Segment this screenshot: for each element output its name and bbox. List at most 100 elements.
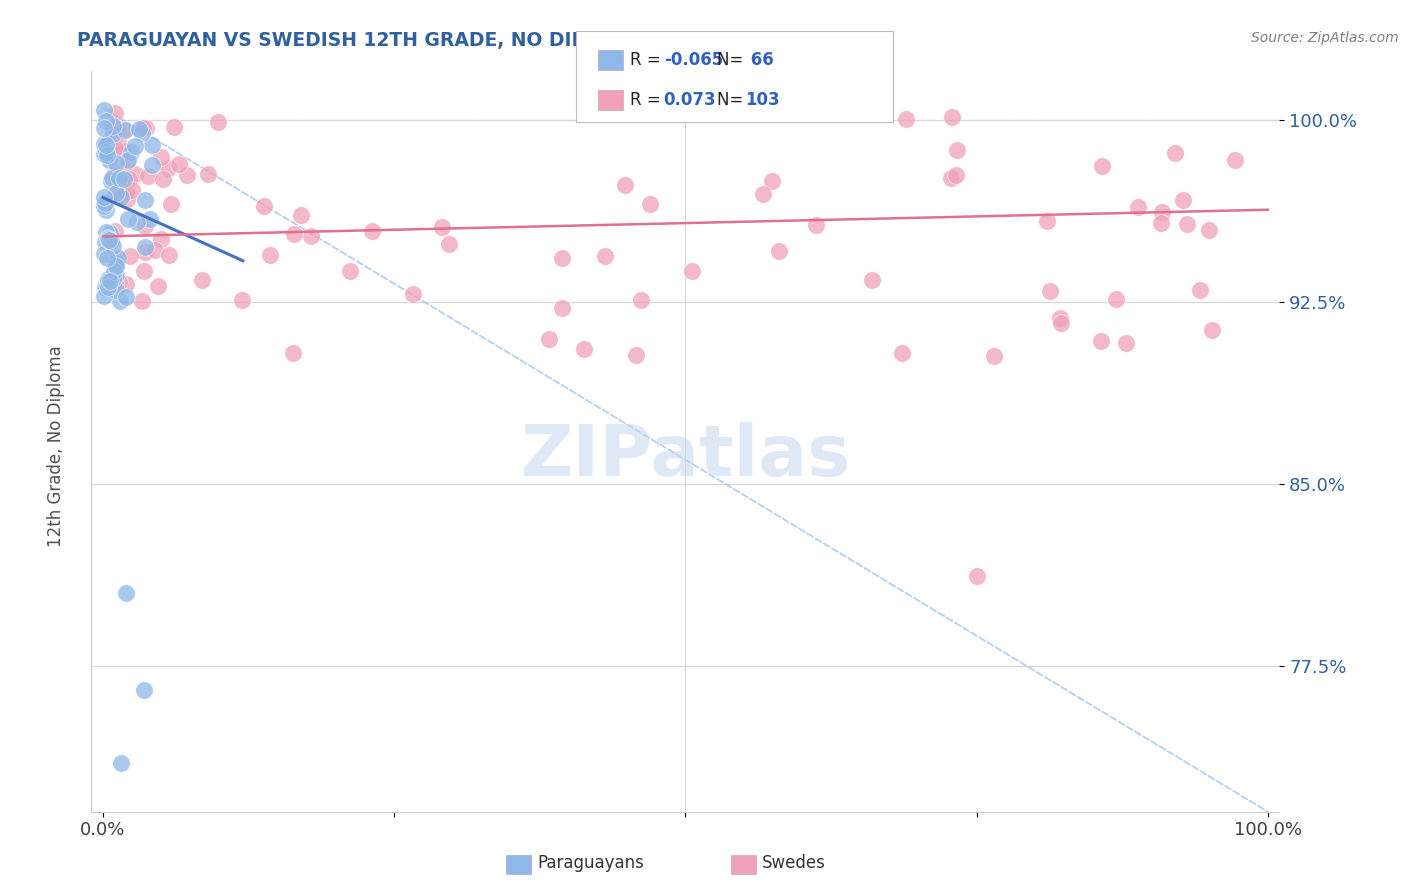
- Point: [1201, 323, 1223, 337]
- Point: [117, 154, 139, 169]
- Point: [132, 263, 155, 277]
- Point: [360, 224, 382, 238]
- Point: [104, 256, 127, 270]
- Point: [751, 187, 773, 202]
- Point: [94, 196, 117, 211]
- Point: [191, 273, 214, 287]
- Point: [804, 218, 827, 232]
- Point: [125, 215, 148, 229]
- Point: [1105, 292, 1128, 306]
- Point: [945, 168, 967, 182]
- Text: Swedes: Swedes: [762, 855, 825, 872]
- Point: [572, 343, 595, 357]
- Point: [112, 172, 135, 186]
- Point: [890, 346, 912, 360]
- Point: [118, 172, 141, 186]
- Point: [115, 586, 138, 600]
- Point: [104, 120, 127, 135]
- Point: [120, 145, 142, 159]
- Point: [941, 110, 963, 124]
- Point: [112, 122, 135, 136]
- Point: [624, 348, 647, 362]
- Point: [114, 122, 136, 136]
- Point: [939, 170, 962, 185]
- Point: [1175, 218, 1198, 232]
- Point: [614, 178, 637, 193]
- Point: [115, 290, 138, 304]
- Point: [150, 232, 173, 246]
- Point: [100, 234, 122, 248]
- Point: [97, 272, 120, 286]
- Point: [97, 230, 120, 244]
- Point: [104, 259, 127, 273]
- Point: [146, 278, 169, 293]
- Point: [124, 167, 146, 181]
- Point: [118, 249, 141, 263]
- Text: N=: N=: [717, 91, 748, 109]
- Point: [96, 145, 118, 160]
- Point: [94, 280, 117, 294]
- Point: [94, 145, 117, 160]
- Point: [124, 139, 146, 153]
- Point: [152, 172, 174, 186]
- Point: [946, 143, 969, 157]
- Point: [136, 169, 159, 183]
- Point: [430, 220, 453, 235]
- Point: [299, 229, 322, 244]
- Point: [107, 121, 129, 136]
- Point: [134, 240, 156, 254]
- Point: [1198, 222, 1220, 236]
- Point: [1149, 216, 1171, 230]
- Text: -0.065: -0.065: [664, 52, 723, 70]
- Point: [538, 332, 561, 346]
- Point: [163, 120, 186, 134]
- Point: [1171, 193, 1194, 207]
- Point: [121, 183, 143, 197]
- Point: [110, 189, 132, 203]
- Point: [96, 251, 118, 265]
- Point: [103, 263, 125, 277]
- Point: [253, 199, 276, 213]
- Text: 12th Grade, No Diploma: 12th Grade, No Diploma: [48, 345, 65, 547]
- Point: [97, 233, 120, 247]
- Point: [117, 212, 139, 227]
- Point: [1152, 205, 1174, 219]
- Text: 103: 103: [745, 91, 780, 109]
- Point: [93, 246, 115, 260]
- Point: [141, 138, 163, 153]
- Point: [761, 173, 783, 187]
- Text: ZIPatlas: ZIPatlas: [520, 422, 851, 491]
- Point: [131, 126, 153, 140]
- Text: Paraguayans: Paraguayans: [537, 855, 644, 872]
- Point: [114, 277, 136, 291]
- Point: [197, 167, 219, 181]
- Point: [894, 112, 917, 127]
- Point: [104, 125, 127, 139]
- Point: [108, 188, 131, 202]
- Point: [110, 293, 132, 308]
- Point: [1049, 311, 1071, 326]
- Point: [207, 115, 229, 129]
- Text: R =: R =: [630, 52, 666, 70]
- Point: [550, 252, 572, 266]
- Point: [115, 192, 138, 206]
- Point: [104, 277, 127, 291]
- Point: [1115, 335, 1137, 350]
- Point: [94, 225, 117, 239]
- Point: [104, 166, 127, 180]
- Point: [150, 150, 173, 164]
- Point: [259, 248, 281, 262]
- Point: [134, 244, 156, 259]
- Point: [97, 280, 120, 294]
- Point: [143, 244, 166, 258]
- Point: [98, 274, 121, 288]
- Point: [1223, 153, 1246, 167]
- Point: [768, 244, 790, 258]
- Text: N=: N=: [717, 52, 748, 70]
- Point: [551, 301, 574, 315]
- Point: [339, 264, 361, 278]
- Point: [93, 289, 115, 303]
- Point: [94, 235, 117, 249]
- Point: [1036, 214, 1059, 228]
- Point: [96, 148, 118, 162]
